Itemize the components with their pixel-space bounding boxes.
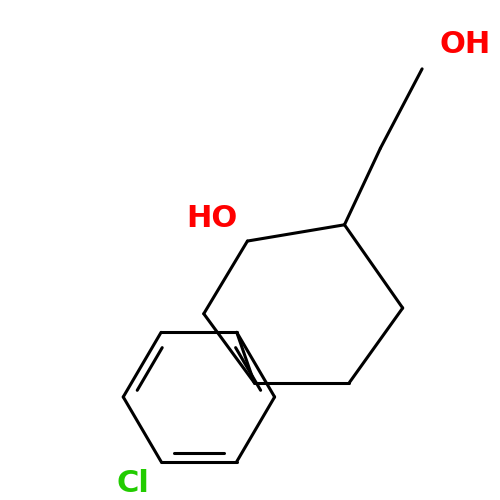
Text: HO: HO bbox=[186, 204, 238, 234]
Text: OH: OH bbox=[440, 30, 491, 60]
Text: Cl: Cl bbox=[116, 469, 150, 498]
